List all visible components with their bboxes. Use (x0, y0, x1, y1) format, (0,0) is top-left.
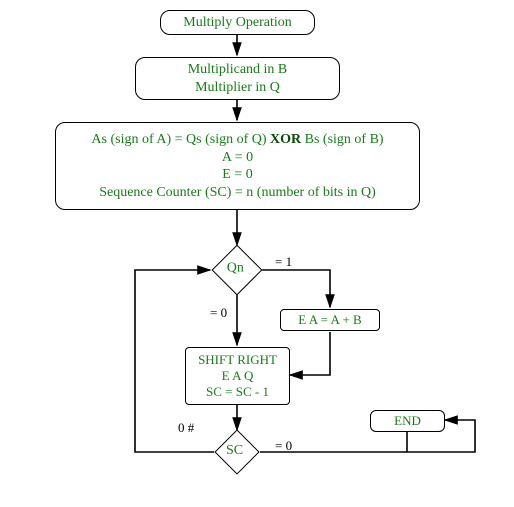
init-line4: Sequence Counter (SC) = n (number of bit… (99, 184, 376, 202)
node-start: Multiply Operation (160, 10, 315, 35)
sc-label: SC (226, 443, 243, 459)
flowchart-canvas: Multiply Operation Multiplicand in B Mul… (0, 0, 514, 507)
init-l1-xor: XOR (270, 132, 301, 147)
qn-label: Qn (227, 260, 244, 276)
node-init: As (sign of A) = Qs (sign of Q) XOR Bs (… (55, 122, 420, 210)
init-line3: E = 0 (222, 166, 252, 184)
load-line2: Multiplier in Q (195, 79, 280, 97)
load-line1: Multiplicand in B (188, 61, 288, 79)
shift-line3: SC = SC - 1 (206, 384, 269, 400)
node-shift: SHIFT RIGHT E A Q SC = SC - 1 (185, 347, 290, 405)
label-sc-eq0: = 0 (275, 438, 292, 454)
start-label: Multiply Operation (183, 14, 292, 32)
init-l1-post: Bs (sign of B) (301, 132, 383, 147)
node-sc-decision: SC (214, 429, 259, 474)
label-qn-eq1: = 1 (275, 254, 292, 270)
shift-line2: E A Q (222, 368, 254, 384)
node-end: END (370, 410, 445, 432)
node-load: Multiplicand in B Multiplier in Q (135, 57, 340, 100)
shift-line1: SHIFT RIGHT (198, 352, 277, 368)
label-qn-eq0: = 0 (210, 305, 227, 321)
init-line1: As (sign of A) = Qs (sign of Q) XOR Bs (… (91, 131, 383, 149)
init-line2: A = 0 (222, 149, 253, 167)
add-label: E A = A + B (298, 312, 361, 328)
init-l1-pre: As (sign of A) = Qs (sign of Q) (91, 132, 270, 147)
label-sc-ne0: 0 # (178, 420, 194, 436)
node-qn-decision: Qn (212, 245, 263, 296)
node-add: E A = A + B (280, 309, 380, 331)
end-label: END (394, 413, 421, 429)
